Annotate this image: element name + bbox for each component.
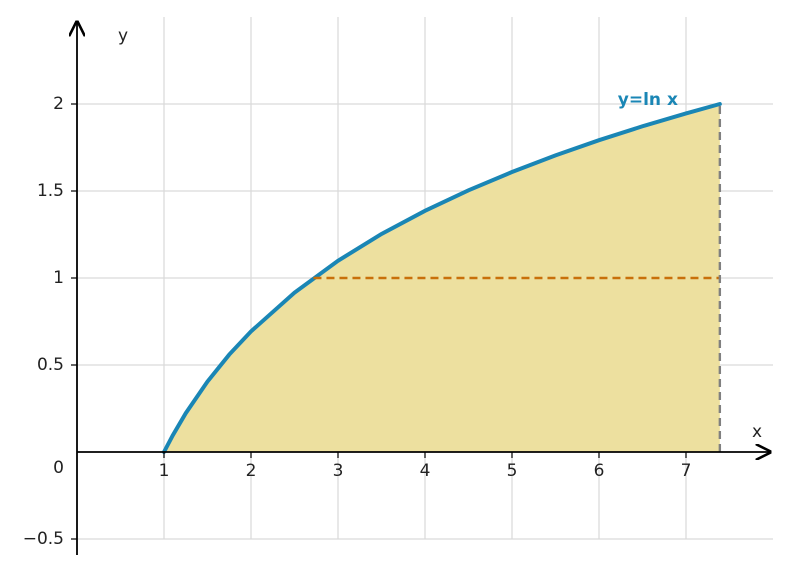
x-tick-label: 7 [681, 461, 692, 481]
curve-label: y=ln x [618, 90, 678, 110]
x-tick-label: 1 [159, 461, 170, 481]
y-tick-label: 0 [53, 458, 64, 478]
y-tick-label: 2 [53, 94, 64, 114]
curve [162, 102, 722, 454]
x-tick-label: 4 [420, 461, 431, 481]
y-axis-label: y [118, 26, 128, 46]
y-tick-label: 1.5 [37, 181, 64, 201]
y-tick-label: −0.5 [23, 529, 64, 549]
x-tick-label: 3 [333, 461, 344, 481]
x-tick-label: 2 [246, 461, 257, 481]
x-tick-label: 6 [594, 461, 605, 481]
area [164, 104, 720, 452]
y-tick-label: 0.5 [37, 355, 64, 375]
y-tick-label: 1 [53, 268, 64, 288]
x-tick-label: 5 [507, 461, 518, 481]
x-axis-label: x [752, 422, 762, 442]
